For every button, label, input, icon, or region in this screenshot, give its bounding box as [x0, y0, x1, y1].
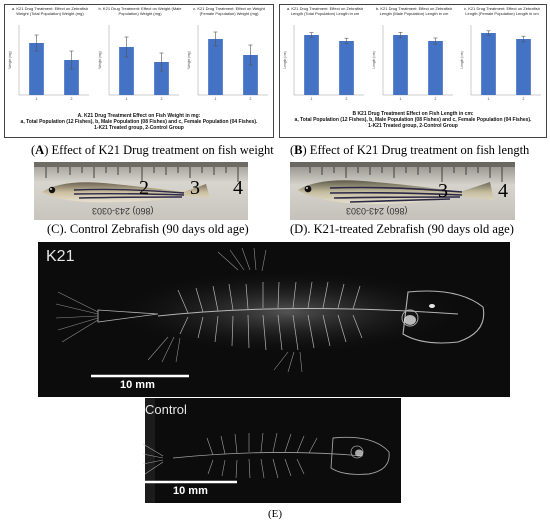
bar — [208, 39, 223, 95]
control-xray-image: Control 10 mm — [133, 398, 411, 503]
x-tick-label: 1 — [215, 97, 217, 101]
bar — [304, 35, 319, 95]
chart-plot: Length (cm) 1 2 — [372, 25, 453, 101]
x-tick-label: 2 — [435, 97, 437, 101]
x-tick-label: 2 — [71, 97, 73, 101]
bar — [339, 41, 354, 95]
chart-title: a. K21 Drug Treatment: Effect on Zebrafi… — [286, 6, 364, 16]
ruler-text: (860) 243-0303 — [346, 206, 408, 216]
control-zebrafish-photo: 2 3 4 (860) 243-0303 — [34, 162, 248, 220]
ruler-number: 4 — [498, 180, 508, 202]
x-tick-label: 1 — [36, 97, 38, 101]
x-tick-label: 2 — [523, 97, 525, 101]
x-tick-label: 1 — [126, 97, 128, 101]
ruler-number: 4 — [233, 177, 243, 199]
bar — [243, 55, 258, 95]
chart-title: a. K21 Drug Treatment: Effect on Zebrafi… — [11, 6, 89, 16]
weight-chart-total: a. K21 Drug Treatment: Effect on Zebrafi… — [7, 6, 93, 107]
chart-title: c. K21 Drug Treatment: Effect on Weight … — [193, 6, 265, 16]
caption-line: 1-K21 Treated group, 2-Control Group — [368, 123, 458, 130]
caption-letter: A — [35, 143, 45, 157]
k21-label: K21 — [46, 248, 75, 265]
x-tick-label: 2 — [346, 97, 348, 101]
caption-line: A. K21 Drug Treatment Effect on Fish Wei… — [77, 113, 201, 119]
chart-plot: Length (cm) 1 2 — [283, 25, 364, 101]
panel-a-caption: A. K21 Drug Treatment Effect on Fish Wei… — [5, 113, 273, 132]
y-axis-label: Weight (mg) — [8, 51, 12, 68]
caption-text: ) Effect of K21 Drug treatment on fish w… — [44, 143, 274, 157]
x-tick-label: 2 — [161, 97, 163, 101]
chart-plot: Weight (mg) 1 2 — [187, 25, 268, 101]
bar — [64, 60, 79, 95]
ruler-text: (860) 243-0303 — [92, 206, 154, 216]
length-chart-total: a. K21 Drug Treatment: Effect on Zebrafi… — [282, 6, 368, 107]
figure-caption-d: (D). K21-treated Zebrafish (90 days old … — [290, 222, 514, 236]
bar — [393, 35, 408, 95]
bar — [481, 33, 496, 95]
caption-line: 1-K21 Treated group, 2-Control Group — [94, 125, 184, 132]
figure-caption-e: (E) — [267, 508, 283, 520]
caption-line: a, Total Population (12 Fishes), b, Male… — [20, 119, 258, 126]
figure-caption-b: (B) Effect of K21 Drug treatment on fish… — [290, 143, 530, 157]
weight-chart-female: c. K21 Drug Treatment: Effect on Weight … — [186, 6, 272, 107]
caption-letter: B — [294, 143, 303, 157]
chart-plot: Weight (mg) 1 2 — [8, 25, 89, 101]
caption-text: ) Effect of K21 Drug treatment on fish l… — [302, 143, 530, 157]
y-axis-label: Length (cm) — [460, 51, 464, 68]
chart-title: b. K21 Drug Treatment: Effect on Zebrafi… — [375, 6, 453, 16]
chart-plot: Weight (mg) 1 2 — [98, 25, 179, 101]
length-chart-female: c. K21 Drug Treatment: Effect on Zebrafi… — [459, 6, 545, 107]
bar — [516, 39, 531, 95]
x-tick-label: 1 — [400, 97, 402, 101]
chart-plot: Length (cm) 1 2 — [460, 25, 541, 101]
figure-caption-c: (C). Control Zebrafish (90 days old age) — [47, 222, 249, 236]
k21-zebrafish-photo: 3 4 (860) 243-0303 — [290, 162, 515, 220]
scale-label: 10 mm — [120, 379, 155, 391]
ruler-number: 3 — [438, 180, 448, 202]
control-label: Control — [145, 402, 187, 417]
length-chart-male: b. K21 Drug Treatment: Effect on Zebrafi… — [371, 6, 457, 107]
y-axis-label: Weight (mg) — [98, 51, 102, 68]
panel-a-weight-charts: a. K21 Drug Treatment: Effect on Zebrafi… — [4, 4, 274, 138]
scale-label: 10 mm — [173, 485, 208, 497]
bar — [154, 62, 169, 95]
y-axis-label: Weight (mg) — [187, 51, 191, 68]
ruler-number: 3 — [190, 177, 200, 199]
bar — [119, 47, 134, 95]
weight-chart-male: b. K21 Drug Treatment: Effect on Weight … — [97, 6, 183, 107]
x-tick-label: 1 — [311, 97, 313, 101]
chart-title: b. K21 Drug Treatment: Effect on Weight … — [98, 6, 182, 16]
y-axis-label: Length (cm) — [283, 51, 287, 68]
bar — [29, 43, 44, 95]
ruler-number: 2 — [139, 177, 149, 199]
panel-b-length-charts: a. K21 Drug Treatment: Effect on Zebrafi… — [279, 4, 547, 138]
panel-b-caption: B K21 Drug Treatment Effect on Fish Leng… — [280, 111, 546, 130]
caption-line: B K21 Drug Treatment Effect on Fish Leng… — [352, 111, 474, 117]
y-axis-label: Length (cm) — [372, 51, 376, 68]
caption-line: a, Total Population (12 Fishes), b, Male… — [294, 117, 532, 124]
figure-caption-a: (A) Effect of K21 Drug treatment on fish… — [31, 143, 274, 157]
x-tick-label: 1 — [488, 97, 490, 101]
x-tick-label: 2 — [250, 97, 252, 101]
chart-title: c. K21 Drug Treatment: Effect on Zebrafi… — [464, 6, 540, 16]
bar — [428, 41, 443, 95]
k21-xray-image: K21 10 mm — [38, 242, 510, 397]
